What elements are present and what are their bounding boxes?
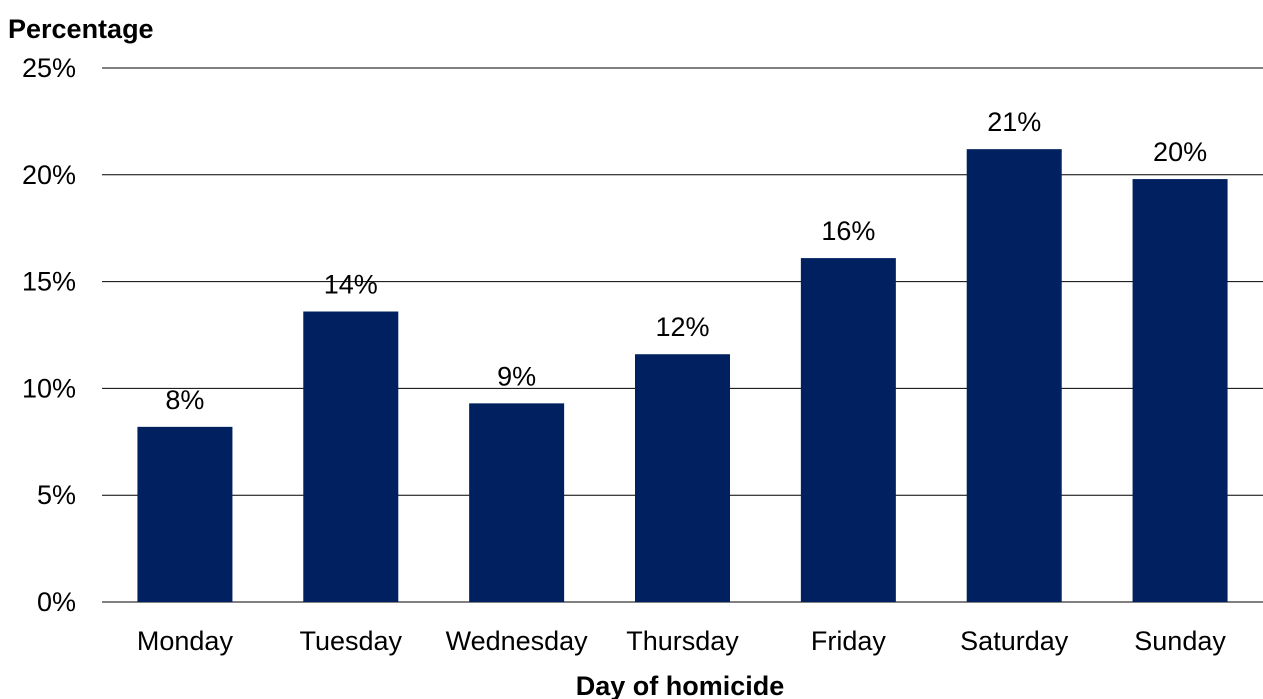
bar-tuesday	[303, 311, 399, 602]
x-tick-label-sunday: Sunday	[1134, 626, 1226, 656]
data-label-thursday: 12%	[655, 312, 709, 342]
x-tick-label-monday: Monday	[137, 626, 234, 656]
x-tick-label-saturday: Saturday	[960, 626, 1069, 656]
data-label-friday: 16%	[821, 216, 875, 246]
x-axis-title: Day of homicide	[576, 671, 785, 699]
y-tick-label: 15%	[22, 267, 76, 297]
x-tick-labels: Monday Tuesday Wednesday Thursday Friday Satu…	[137, 626, 1226, 656]
bar-friday	[800, 258, 896, 602]
bar-monday	[137, 426, 233, 602]
bars	[137, 149, 1228, 602]
data-label-tuesday: 14%	[324, 270, 378, 300]
x-tick-label-thursday: Thursday	[626, 626, 739, 656]
y-tick-label: 25%	[22, 53, 76, 83]
data-labels: 8% 14% 9% 12% 16% 21% 20%	[165, 107, 1207, 415]
data-label-sunday: 20%	[1153, 137, 1207, 167]
bar-sunday	[1132, 179, 1228, 602]
y-tick-label: 5%	[37, 480, 76, 510]
x-tick-label-friday: Friday	[811, 626, 887, 656]
data-label-saturday: 21%	[987, 107, 1041, 137]
x-tick-label-wednesday: Wednesday	[446, 626, 589, 656]
y-axis-title: Percentage	[8, 14, 154, 44]
bar-thursday	[635, 354, 730, 602]
y-tick-label: 0%	[37, 587, 76, 617]
x-tick-label-tuesday: Tuesday	[300, 626, 403, 656]
y-tick-labels: 0% 5% 10% 15% 20% 25%	[22, 53, 76, 617]
y-tick-label: 10%	[22, 373, 76, 403]
y-tick-label: 20%	[22, 160, 76, 190]
bar-wednesday	[469, 403, 565, 602]
bar-saturday	[966, 149, 1062, 602]
data-label-wednesday: 9%	[497, 361, 536, 391]
data-label-monday: 8%	[165, 385, 204, 415]
